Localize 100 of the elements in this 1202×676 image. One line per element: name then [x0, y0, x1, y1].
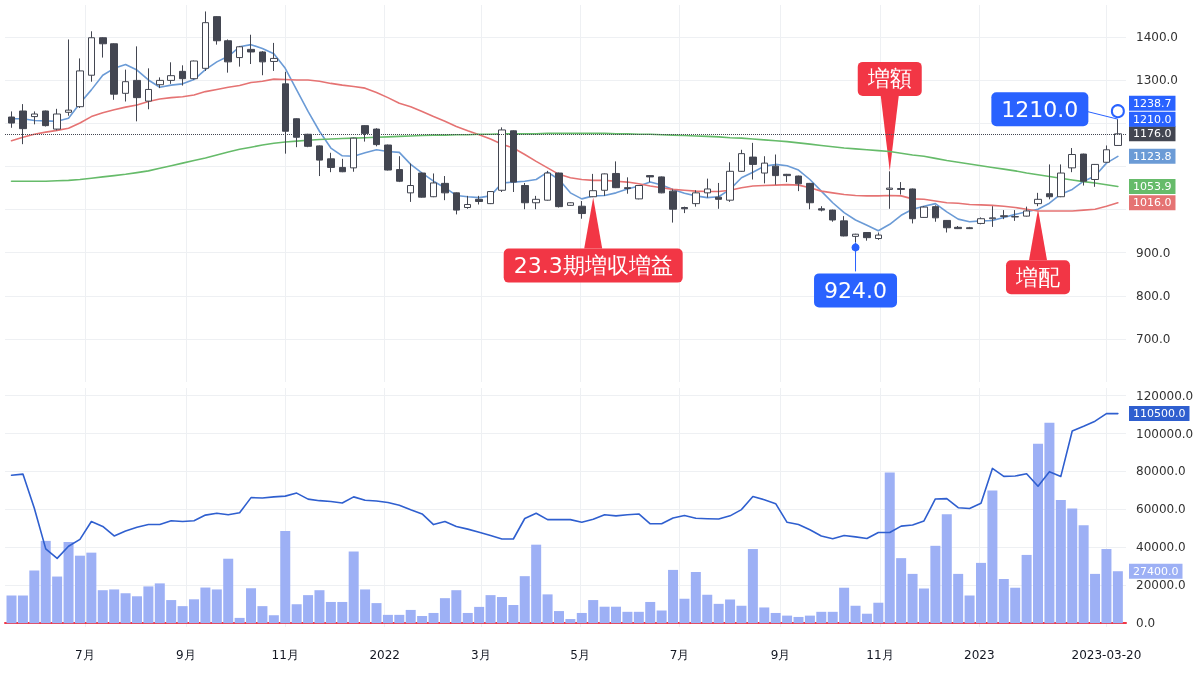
x-tick-label: 5月: [570, 648, 590, 662]
candlestick: [88, 30, 95, 83]
x-tick-label: 2023: [964, 648, 995, 662]
candlestick: [806, 182, 814, 210]
candlestick: [761, 155, 768, 184]
candlestick: [53, 108, 61, 131]
annotation: 23.3期増収増益: [513, 253, 673, 279]
candlestick: [567, 201, 574, 207]
candlestick: [749, 142, 757, 180]
candlestick: [635, 184, 643, 200]
candlestick: [99, 36, 107, 59]
candlestick: [521, 182, 529, 210]
candlestick: [270, 42, 278, 72]
candlestick: [202, 10, 209, 72]
candlestick: [1080, 153, 1087, 187]
x-tick-label: 11月: [866, 648, 894, 662]
candlestick: [897, 181, 905, 196]
candlestick: [646, 174, 654, 183]
candlestick: [783, 173, 791, 183]
candlestick: [247, 34, 255, 65]
y-tick-label: 40000.0: [1136, 540, 1186, 555]
candlestick: [886, 170, 893, 210]
candlestick: [122, 69, 129, 103]
candlestick: [339, 158, 346, 173]
annotation: 1210.0: [1133, 112, 1172, 126]
annotation: 924.0: [824, 277, 888, 303]
candlestick: [852, 233, 859, 243]
candlestick: [772, 154, 779, 186]
candlestick: [863, 231, 871, 242]
candlestick: [578, 200, 586, 220]
x-tick-label: 9月: [770, 648, 791, 662]
candlestick: [396, 155, 403, 183]
candlestick: [977, 216, 985, 225]
y-tick-label: 60000.0: [1136, 502, 1186, 517]
candlestick: [704, 178, 711, 199]
bar: [1112, 571, 1123, 624]
candlestick: [1011, 209, 1019, 222]
x-tick-label: 2022: [369, 648, 400, 662]
candlestick: [1068, 147, 1076, 173]
candlestick: [954, 225, 962, 230]
text: 1238.7: [1133, 96, 1172, 110]
y-tick-label: 80000.0: [1136, 464, 1186, 479]
candlestick: [475, 195, 483, 205]
candlestick: [407, 163, 414, 203]
candlestick: [430, 172, 437, 198]
candlestick: [669, 188, 677, 224]
candlestick: [795, 175, 802, 192]
candlestick: [418, 172, 426, 199]
candlestick: [624, 176, 631, 195]
candlestick: [1057, 163, 1065, 198]
candlestick: [487, 190, 494, 205]
candlestick: [179, 64, 186, 87]
candlestick: [989, 205, 996, 228]
candlestick: [327, 152, 335, 173]
candlestick: [1046, 163, 1053, 200]
candlestick: [612, 160, 620, 189]
candlestick: [441, 175, 449, 201]
candlestick: [920, 205, 928, 219]
annotation: 増額: [866, 66, 912, 92]
candlestick: [818, 205, 825, 212]
candlestick: [840, 215, 848, 237]
candlestick: [601, 172, 608, 197]
candlestick: [909, 188, 916, 224]
y-tick-label: 900.0: [1136, 245, 1171, 260]
data-label: 1123.8: [1133, 149, 1172, 163]
x-tick-label: 7月: [75, 648, 95, 662]
candlestick: [453, 191, 460, 215]
candlestick: [464, 195, 471, 210]
x-tick-label: 9月: [176, 648, 196, 662]
y-tick-label: 20000.0: [1136, 578, 1186, 593]
candlestick: [875, 231, 882, 241]
candlestick: [1000, 209, 1008, 220]
annotation: 1210.0: [1001, 96, 1079, 122]
candlestick: [555, 172, 563, 208]
candlestick: [42, 110, 49, 127]
line-series: [10, 412, 1119, 560]
x-tick-label: 2023-03-20: [1071, 648, 1142, 662]
candlestick: [532, 195, 540, 210]
candlestick: [681, 206, 688, 214]
candlestick: [259, 50, 266, 76]
data-label: 1016.0: [1133, 196, 1172, 210]
candlestick: [726, 161, 734, 203]
candlestick: [715, 182, 722, 210]
candlestick: [167, 61, 175, 85]
x-tick-label: 7月: [669, 648, 690, 662]
candlestick: [213, 15, 221, 46]
candlestick: [8, 110, 15, 129]
annotation: 増配: [1015, 264, 1061, 290]
annotation: 110500.0: [1133, 407, 1186, 421]
y-tick-label: 700.0: [1136, 331, 1171, 346]
candlestick: [738, 149, 745, 173]
candlestick: [65, 38, 72, 117]
y-tick-label: 100000.0: [1136, 426, 1194, 441]
y-tick-label: 1400.0: [1136, 30, 1178, 45]
data-label: 1053.9: [1133, 179, 1172, 193]
candlestick: [1034, 192, 1042, 207]
x-tick-label: 11月: [271, 648, 299, 662]
candlestick: [943, 219, 951, 233]
candlestick: [110, 42, 118, 101]
candlestick: [350, 137, 357, 173]
